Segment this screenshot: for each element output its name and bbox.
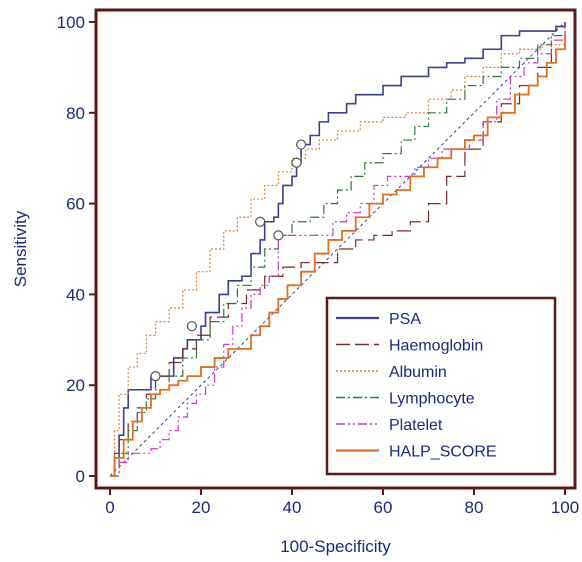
- legend-label: Albumin: [389, 364, 447, 381]
- legend-label: HALP_SCORE: [389, 444, 497, 461]
- criterion-point-marker: [186, 321, 197, 332]
- x-tick-label: 60: [374, 498, 393, 517]
- legend-box: [325, 296, 557, 476]
- legend-label: PSA: [389, 311, 421, 328]
- x-tick-label: 20: [192, 498, 211, 517]
- series-layer: [110, 22, 566, 477]
- series-line-platelet: [110, 26, 566, 477]
- y-axis-title: Sensitivity: [11, 210, 30, 287]
- y-tick-label: 0: [76, 467, 85, 486]
- y-tick-label: 80: [66, 104, 85, 123]
- x-axis-title: 100-Specificity: [280, 537, 391, 556]
- x-tick-label: 40: [283, 498, 302, 517]
- series-line-halp-score: [110, 35, 566, 477]
- legend-label: Lymphocyte: [389, 391, 475, 408]
- criterion-point-marker: [296, 139, 307, 150]
- y-tick-label: 40: [66, 285, 85, 304]
- legend-label: Platelet: [389, 417, 443, 434]
- criterion-point-marker: [255, 216, 266, 227]
- y-tick-label: 60: [66, 195, 85, 214]
- criterion-point-marker: [150, 371, 161, 382]
- x-tick-label: 80: [465, 498, 484, 517]
- y-tick-label: 100: [57, 13, 85, 32]
- axes-layer: 0 20 40 60 80 100 0 20 40 60 80 100: [57, 13, 580, 517]
- y-tick-label: 20: [66, 376, 85, 395]
- legend-label: Haemoglobin: [389, 338, 483, 355]
- x-tick-label: 100: [551, 498, 579, 517]
- series-line-psa: [110, 22, 566, 477]
- criterion-point-marker: [291, 157, 302, 168]
- series-line-albumin: [110, 44, 565, 477]
- reference-diagonal-line: [109, 21, 566, 477]
- legend: PSA Haemoglobin Albumin Lymphocyte Platelet H…: [325, 296, 557, 476]
- marker-layer: [150, 139, 307, 382]
- x-tick-label: 0: [105, 498, 114, 517]
- criterion-point-marker: [273, 230, 284, 241]
